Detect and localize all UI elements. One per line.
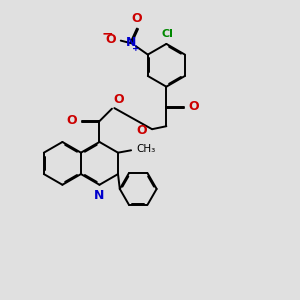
Text: O: O xyxy=(136,124,147,137)
Text: CH₃: CH₃ xyxy=(136,144,156,154)
Text: −: − xyxy=(102,26,113,40)
Text: O: O xyxy=(105,33,116,46)
Text: N: N xyxy=(126,36,137,49)
Text: O: O xyxy=(114,93,124,106)
Text: +: + xyxy=(132,44,140,53)
Text: O: O xyxy=(131,12,142,25)
Text: N: N xyxy=(94,189,105,202)
Text: O: O xyxy=(188,100,199,113)
Text: O: O xyxy=(67,114,77,127)
Text: Cl: Cl xyxy=(162,29,174,39)
